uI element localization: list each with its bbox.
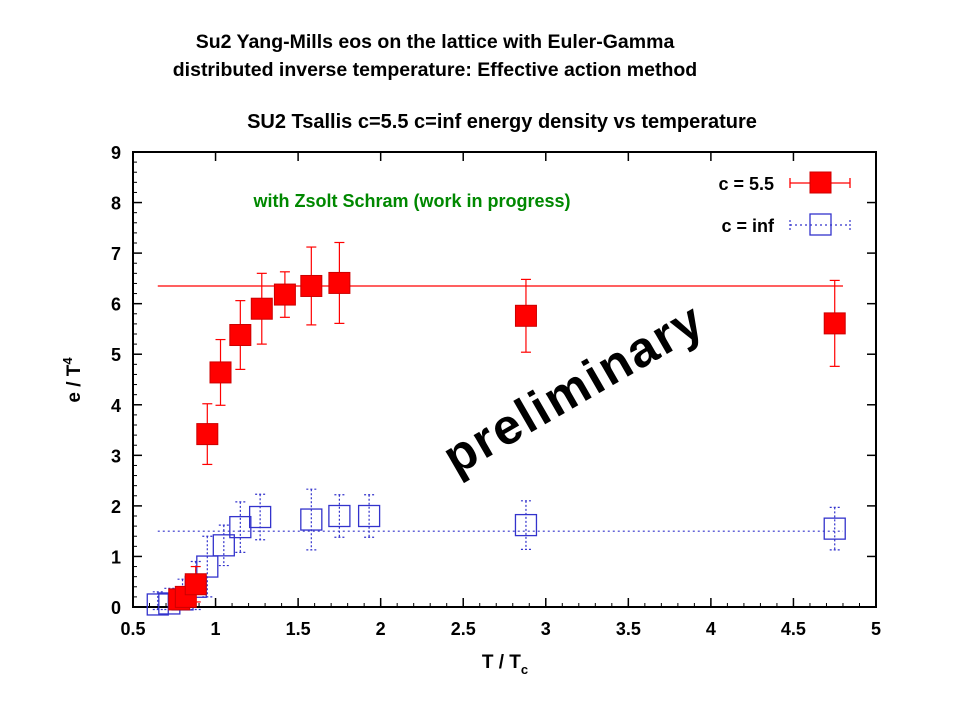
y-axis-ticks: 0 1 2 3 4 5 6 7 8 9: [111, 143, 876, 618]
data-point-c55: [196, 423, 219, 446]
preliminary-watermark: preliminary: [433, 291, 714, 485]
x-tick-label: 3: [541, 619, 551, 639]
y-tick-label: 7: [111, 244, 121, 264]
data-point-cinf: [248, 505, 272, 529]
data-point-cinf: [823, 517, 846, 540]
y-tick-label: 8: [111, 194, 121, 214]
data-point-c55: [514, 304, 537, 327]
data-point-cinf: [328, 504, 351, 528]
data-point-c55: [273, 283, 296, 306]
y-tick-label: 2: [111, 497, 121, 517]
data-point-c55: [184, 573, 207, 596]
legend-label-c55: c = 5.5: [718, 174, 774, 194]
data-point-c55: [823, 312, 846, 335]
x-axis-label: T / Tc: [482, 652, 528, 677]
y-tick-label: 9: [111, 143, 121, 163]
data-point-c55: [209, 361, 232, 384]
x-axis-ticks: 0.5 1 1.5 2 2.5 3 3.5 4 4.5 5: [120, 152, 881, 639]
y-axis-label-group: e / T4: [60, 357, 85, 403]
legend: c = 5.5 c = inf: [718, 171, 851, 236]
x-tick-label: 4: [706, 619, 716, 639]
data-point-c55: [250, 297, 273, 320]
legend-label-cinf: c = inf: [721, 216, 775, 236]
slide-title-line-2: distributed inverse temperature: Effecti…: [172, 59, 698, 81]
x-tick-label: 2: [376, 619, 386, 639]
annotation-text: with Zsolt Schram (work in progress): [252, 191, 570, 211]
data-points: [146, 241, 846, 616]
fit-lines: [157, 285, 843, 532]
x-tick-label: 3.5: [616, 619, 641, 639]
y-tick-label: 3: [111, 446, 121, 466]
data-point-cinf: [514, 513, 538, 537]
y-tick-label: 6: [111, 295, 121, 315]
data-point-cinf: [357, 504, 381, 528]
x-tick-label: 4.5: [781, 619, 806, 639]
y-axis-label-superscript: 4: [60, 357, 75, 365]
data-point-cinf: [212, 534, 235, 557]
legend-marker-cinf: [809, 213, 832, 236]
chart-title: SU2 Tsallis c=5.5 c=inf energy density v…: [247, 111, 757, 133]
data-point-c55: [229, 324, 252, 347]
slide-title: Su2 Yang-Mills eos on the lattice with E…: [0, 28, 870, 84]
legend-marker-c55: [809, 171, 832, 194]
y-tick-label: 0: [111, 598, 121, 618]
y-axis-label: e / T4: [60, 357, 85, 403]
x-tick-label: 0.5: [120, 619, 145, 639]
x-axis-label-subscript: c: [521, 662, 528, 677]
slide-title-line-1: Su2 Yang-Mills eos on the lattice with E…: [195, 31, 675, 53]
plot-frame: [132, 151, 877, 608]
y-tick-label: 1: [111, 547, 121, 567]
data-point-cinf: [300, 508, 323, 531]
x-axis-label-main: T / T: [482, 652, 521, 673]
x-tick-label: 2.5: [451, 619, 476, 639]
y-tick-label: 5: [111, 345, 121, 365]
data-point-c55: [300, 274, 323, 297]
data-point-c55: [328, 271, 351, 294]
y-axis-label-main: e / T: [64, 364, 85, 402]
y-tick-label: 4: [111, 396, 121, 416]
x-tick-label: 1.5: [286, 619, 311, 639]
x-tick-label: 1: [211, 619, 221, 639]
x-tick-label: 5: [871, 619, 881, 639]
